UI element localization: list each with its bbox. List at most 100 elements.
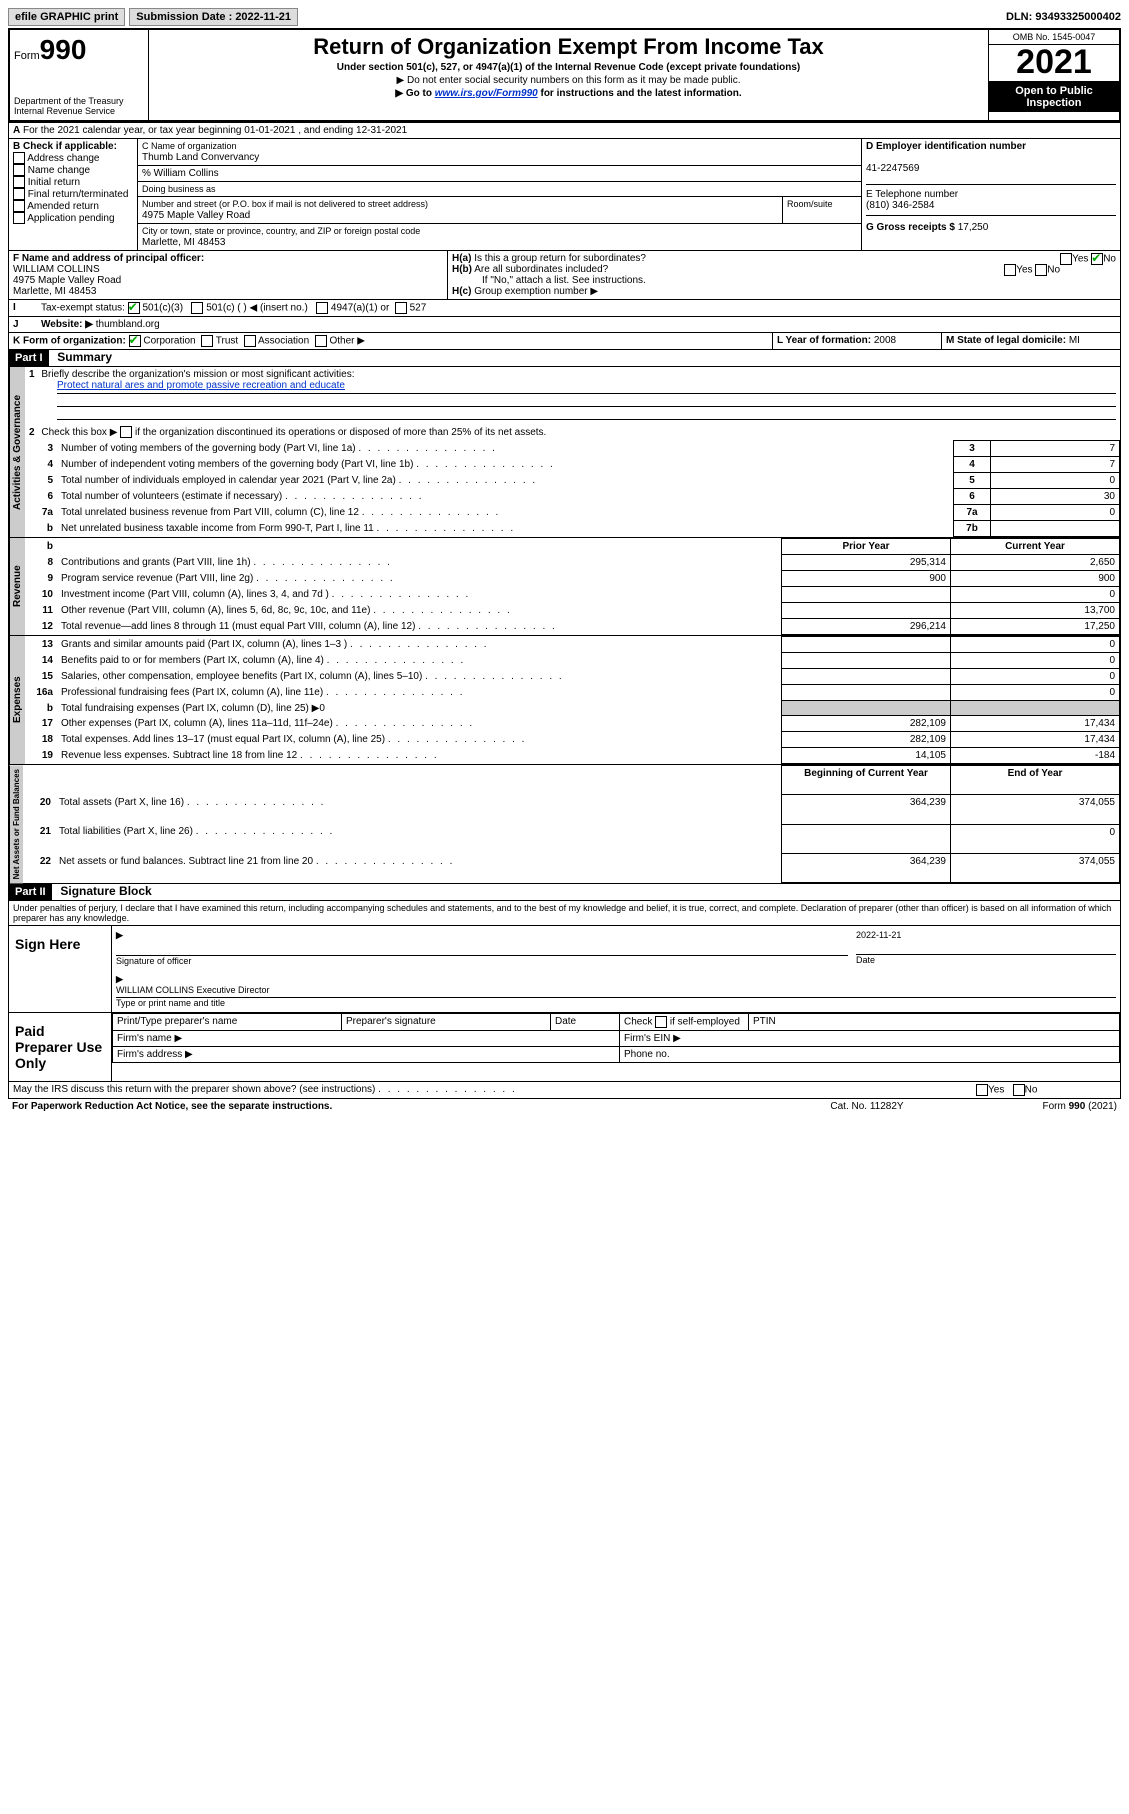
- mission-label: Briefly describe the organization's miss…: [41, 369, 354, 380]
- d-ein-label: D Employer identification number: [866, 141, 1026, 152]
- i-501c3-checkbox[interactable]: [128, 302, 140, 314]
- net-assets-table: Beginning of Current YearEnd of Year20To…: [23, 765, 1120, 883]
- b-opt-checkbox[interactable]: [13, 152, 25, 164]
- b-opt-checkbox[interactable]: [13, 188, 25, 200]
- efile-button[interactable]: efile GRAPHIC print: [8, 8, 125, 26]
- paid-preparer-section: Paid Preparer Use Only Print/Type prepar…: [8, 1013, 1121, 1082]
- city-address: Marlette, MI 48453: [142, 237, 225, 248]
- irs-link[interactable]: www.irs.gov/Form990: [435, 88, 538, 99]
- state-domicile: MI: [1069, 335, 1080, 346]
- line-2-checkbox[interactable]: [120, 426, 132, 438]
- discuss-no-checkbox[interactable]: [1013, 1084, 1025, 1096]
- form-note-2: ▶ Go to www.irs.gov/Form990 for instruct…: [155, 88, 982, 99]
- line-2-text: Check this box ▶ if the organization dis…: [41, 427, 546, 438]
- part-2-header: Part II: [9, 884, 52, 900]
- officer-printed-name: WILLIAM COLLINS Executive Director: [116, 985, 270, 995]
- b-opt-checkbox[interactable]: [13, 200, 25, 212]
- officer-addr2: Marlette, MI 48453: [13, 286, 96, 297]
- part-2: Part II Signature Block: [8, 884, 1121, 901]
- tax-year: 2021: [989, 45, 1119, 82]
- k-trust-checkbox[interactable]: [201, 335, 213, 347]
- i-4947-checkbox[interactable]: [316, 302, 328, 314]
- hb-no-checkbox[interactable]: [1035, 264, 1047, 276]
- i-501c-checkbox[interactable]: [191, 302, 203, 314]
- i-527-checkbox[interactable]: [395, 302, 407, 314]
- b-opt-checkbox[interactable]: [13, 176, 25, 188]
- firm-addr-label: Firm's address ▶: [113, 1047, 620, 1063]
- hc-label: Group exemption number ▶: [474, 286, 598, 297]
- sign-here-label: Sign Here: [9, 926, 112, 1012]
- footer: For Paperwork Reduction Act Notice, see …: [8, 1099, 1121, 1114]
- b-opt-checkbox[interactable]: [13, 164, 25, 176]
- declaration-text: Under penalties of perjury, I declare th…: [8, 901, 1121, 926]
- line-a: A For the 2021 calendar year, or tax yea…: [8, 123, 1121, 139]
- irs-label: Internal Revenue Service: [14, 106, 144, 116]
- street-address: 4975 Maple Valley Road: [142, 210, 250, 221]
- tab-revenue: Revenue: [9, 538, 25, 635]
- sig-officer-label: Signature of officer: [116, 956, 191, 966]
- city-label: City or town, state or province, country…: [142, 226, 420, 236]
- sig-date-value: 2022-11-21: [856, 930, 901, 940]
- part-2-title: Signature Block: [54, 884, 151, 898]
- part-1-title: Summary: [51, 350, 112, 364]
- ha-no-checkbox[interactable]: [1091, 253, 1103, 265]
- sign-here-section: Sign Here ▶ Signature of officer 2022-11…: [8, 926, 1121, 1013]
- open-inspection: Open to Public Inspection: [989, 82, 1119, 112]
- cat-no: Cat. No. 11282Y: [767, 1101, 967, 1112]
- tab-net-assets: Net Assets or Fund Balances: [9, 765, 23, 883]
- section-bcd: B Check if applicable: Address change Na…: [8, 139, 1121, 251]
- revenue-table: bPrior YearCurrent Year8Contributions an…: [25, 538, 1120, 635]
- ptin-label: PTIN: [749, 1014, 1120, 1031]
- hb-note: If "No," attach a list. See instructions…: [452, 275, 1116, 286]
- form-ref: Form 990 (2021): [967, 1101, 1117, 1112]
- section-j: J Website: ▶ thumbland.org: [8, 317, 1121, 333]
- ha-yes-checkbox[interactable]: [1060, 253, 1072, 265]
- discuss-yes-checkbox[interactable]: [976, 1084, 988, 1096]
- f-label: F Name and address of principal officer:: [13, 253, 204, 264]
- tab-expenses: Expenses: [9, 636, 25, 764]
- b-opt-checkbox[interactable]: [13, 212, 25, 224]
- officer-addr1: 4975 Maple Valley Road: [13, 275, 121, 286]
- ein-value: 41-2247569: [866, 163, 919, 174]
- firm-name-label: Firm's name ▶: [113, 1031, 620, 1047]
- hb-label: Are all subordinates included?: [474, 264, 608, 275]
- tab-governance: Activities & Governance: [9, 367, 25, 537]
- section-b-label: B Check if applicable:: [13, 141, 117, 152]
- hb-yes-checkbox[interactable]: [1004, 264, 1016, 276]
- prep-name-label: Print/Type preparer's name: [113, 1014, 342, 1031]
- type-name-label: Type or print name and title: [116, 998, 225, 1008]
- paid-preparer-label: Paid Preparer Use Only: [9, 1013, 112, 1081]
- care-of: % William Collins: [138, 166, 861, 182]
- phone-value: (810) 346-2584: [866, 200, 934, 211]
- dln-label: DLN: 93493325000402: [1006, 11, 1121, 23]
- section-fh: F Name and address of principal officer:…: [8, 251, 1121, 300]
- form-subtitle: Under section 501(c), 527, or 4947(a)(1)…: [155, 62, 982, 73]
- submission-date-button[interactable]: Submission Date : 2022-11-21: [129, 8, 298, 26]
- pra-notice: For Paperwork Reduction Act Notice, see …: [12, 1101, 767, 1112]
- self-employed-checkbox[interactable]: [655, 1016, 667, 1028]
- sig-date-label: Date: [856, 955, 875, 965]
- dept-label: Department of the Treasury: [14, 96, 144, 106]
- firm-ein-label: Firm's EIN ▶: [620, 1031, 1120, 1047]
- k-assoc-checkbox[interactable]: [244, 335, 256, 347]
- officer-name: WILLIAM COLLINS: [13, 264, 100, 275]
- e-phone-label: E Telephone number: [866, 189, 958, 200]
- c-name-label: C Name of organization: [142, 141, 237, 151]
- org-name: Thumb Land Convervancy: [142, 152, 259, 163]
- prep-date-label: Date: [551, 1014, 620, 1031]
- form-number: Form990: [14, 34, 144, 66]
- part-1-header: Part I: [9, 350, 49, 366]
- discuss-row: May the IRS discuss this return with the…: [8, 1082, 1121, 1099]
- k-other-checkbox[interactable]: [315, 335, 327, 347]
- firm-phone-label: Phone no.: [620, 1047, 1120, 1063]
- expenses-table: 13Grants and similar amounts paid (Part …: [25, 636, 1120, 764]
- ha-label: Is this a group return for subordinates?: [474, 253, 646, 264]
- self-employed-label: Check if self-employed: [620, 1014, 749, 1031]
- form-header: Form990 Department of the Treasury Inter…: [8, 28, 1121, 123]
- section-i: I Tax-exempt status: 501(c)(3) 501(c) ( …: [8, 300, 1121, 317]
- governance-table: 3Number of voting members of the governi…: [25, 440, 1120, 537]
- section-klm: K Form of organization: Corporation Trus…: [8, 333, 1121, 350]
- form-title: Return of Organization Exempt From Incom…: [155, 34, 982, 60]
- k-corp-checkbox[interactable]: [129, 335, 141, 347]
- street-label: Number and street (or P.O. box if mail i…: [142, 199, 428, 209]
